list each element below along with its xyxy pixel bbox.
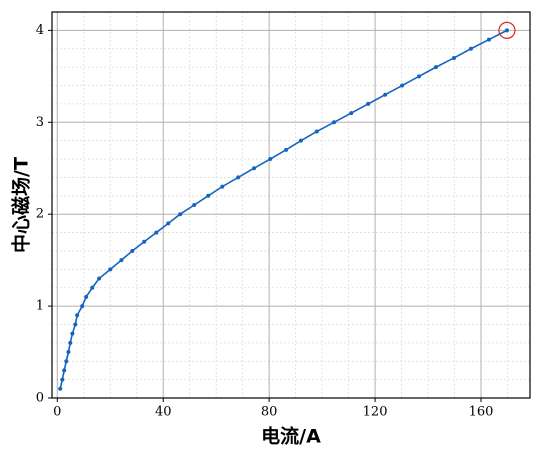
data-point <box>400 83 405 88</box>
x-tick-label: 120 <box>363 405 388 420</box>
plot-frame <box>51 11 531 399</box>
data-point <box>504 28 509 33</box>
data-point <box>298 138 303 143</box>
x-tick-label: 80 <box>261 405 278 420</box>
data-point <box>60 377 65 382</box>
data-point <box>192 203 197 207</box>
y-tick-label: 1 <box>36 299 44 314</box>
data-point <box>284 147 289 152</box>
data-point <box>119 258 124 263</box>
highlight-ring <box>498 21 516 39</box>
data-point <box>58 386 63 391</box>
y-tick-label: 3 <box>36 115 44 130</box>
data-point <box>332 120 337 125</box>
data-point <box>130 248 135 253</box>
data-point <box>84 294 89 299</box>
data-point <box>68 340 73 345</box>
data-point <box>108 267 113 272</box>
data-point <box>366 101 371 106</box>
data-point <box>178 212 183 217</box>
y-tick-label: 2 <box>36 207 44 222</box>
data-point <box>166 221 171 226</box>
data-point <box>73 322 78 327</box>
data-point <box>417 74 422 79</box>
y-tick-label: 4 <box>36 23 44 38</box>
data-point <box>64 359 69 364</box>
y-tick-label: 0 <box>36 391 44 406</box>
data-point <box>154 230 159 235</box>
x-tick-label: 0 <box>53 405 61 420</box>
x-axis-label: 电流/A <box>261 425 321 448</box>
data-point <box>468 46 473 51</box>
data-point <box>349 111 354 116</box>
x-tick-label: 160 <box>469 405 494 420</box>
data-point <box>62 368 67 373</box>
data-point <box>66 350 71 355</box>
data-point <box>80 304 85 309</box>
data-point <box>75 313 80 318</box>
data-point <box>383 92 388 97</box>
data-point <box>206 193 211 198</box>
data-point <box>268 157 273 162</box>
data-point <box>90 285 95 290</box>
data-point <box>486 37 491 42</box>
data-point <box>252 166 257 171</box>
data-line <box>59 29 508 389</box>
data-point <box>220 184 225 189</box>
data-point <box>451 55 456 60</box>
data-point <box>97 276 102 281</box>
data-point <box>314 129 319 134</box>
data-point <box>142 239 147 244</box>
y-axis-label: 中心磁场/T <box>10 157 33 253</box>
x-tick-label: 40 <box>155 405 172 420</box>
data-point <box>70 331 75 336</box>
data-point <box>236 175 241 180</box>
data-point <box>433 65 438 70</box>
